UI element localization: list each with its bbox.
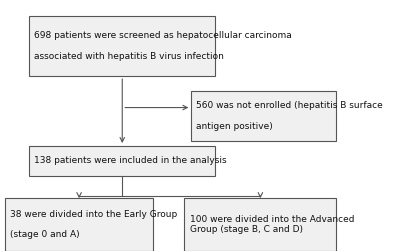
Text: 38 were divided into the Early Group

(stage 0 and A): 38 were divided into the Early Group (st… xyxy=(10,210,177,239)
Text: 138 patients were included in the analysis: 138 patients were included in the analys… xyxy=(34,156,227,165)
FancyBboxPatch shape xyxy=(29,16,216,76)
FancyBboxPatch shape xyxy=(191,91,336,141)
Text: 560 was not enrolled (hepatitis B surface

antigen positive): 560 was not enrolled (hepatitis B surfac… xyxy=(196,101,383,131)
Text: 698 patients were screened as hepatocellular carcinoma

associated with hepatiti: 698 patients were screened as hepatocell… xyxy=(34,31,292,61)
FancyBboxPatch shape xyxy=(29,146,216,176)
FancyBboxPatch shape xyxy=(184,198,336,250)
Text: 100 were divided into the Advanced
Group (stage B, C and D): 100 were divided into the Advanced Group… xyxy=(190,215,354,234)
FancyBboxPatch shape xyxy=(5,198,153,250)
